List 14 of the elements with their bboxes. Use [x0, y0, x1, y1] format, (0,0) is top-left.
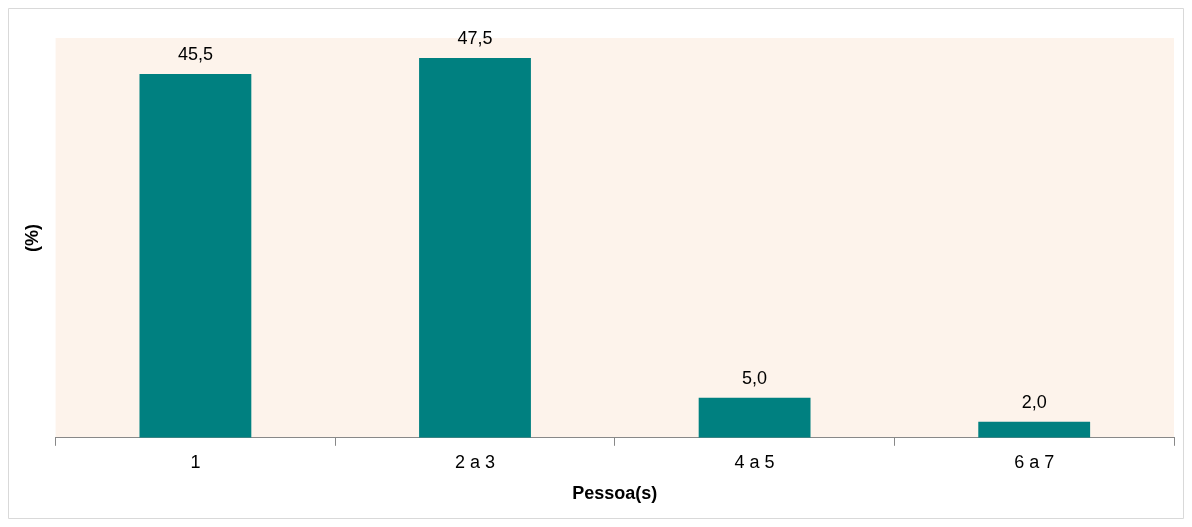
y-axis-title: (%) [21, 223, 42, 252]
data-label: 2,0 [1021, 391, 1047, 412]
bar [698, 397, 811, 438]
x-tick-label: 1 [190, 451, 201, 472]
data-label: 45,5 [177, 43, 213, 64]
x-tick-label: 6 a 7 [1014, 451, 1055, 472]
data-label: 5,0 [742, 367, 768, 388]
x-axis-title: Pessoa(s) [572, 483, 658, 504]
x-tick-label: 2 a 3 [454, 451, 496, 472]
bar [978, 421, 1091, 438]
data-label: 47,5 [457, 27, 493, 48]
x-tick-label: 4 a 5 [734, 451, 775, 472]
bar [139, 73, 252, 438]
bar [419, 57, 531, 438]
